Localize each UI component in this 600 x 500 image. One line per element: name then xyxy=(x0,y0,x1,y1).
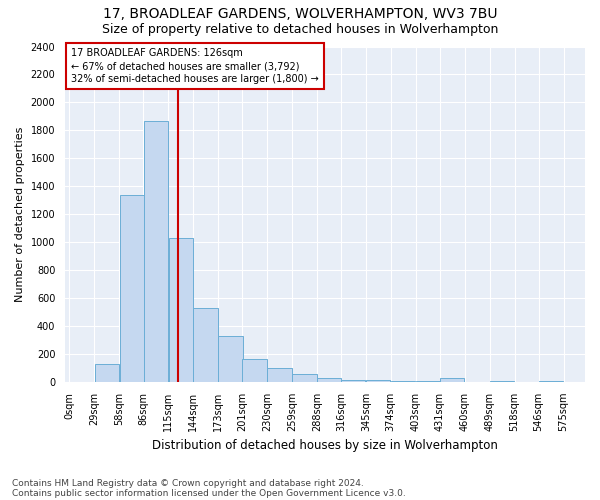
Bar xyxy=(119,194,144,382)
Bar xyxy=(490,381,514,382)
Bar xyxy=(143,120,168,382)
Bar xyxy=(539,381,563,382)
Bar xyxy=(95,364,119,382)
Text: Contains HM Land Registry data © Crown copyright and database right 2024.: Contains HM Land Registry data © Crown c… xyxy=(12,478,364,488)
Bar xyxy=(341,380,365,382)
Bar xyxy=(366,380,391,382)
Text: Contains public sector information licensed under the Open Government Licence v3: Contains public sector information licen… xyxy=(12,488,406,498)
Bar xyxy=(416,381,440,382)
Bar xyxy=(292,374,317,382)
Text: 17, BROADLEAF GARDENS, WOLVERHAMPTON, WV3 7BU: 17, BROADLEAF GARDENS, WOLVERHAMPTON, WV… xyxy=(103,8,497,22)
Bar xyxy=(193,308,218,382)
Bar xyxy=(242,359,266,382)
Bar xyxy=(317,378,341,382)
Bar xyxy=(268,368,292,382)
Bar xyxy=(218,336,242,382)
Bar xyxy=(440,378,464,382)
Bar xyxy=(391,381,415,382)
Bar xyxy=(169,238,193,382)
Y-axis label: Number of detached properties: Number of detached properties xyxy=(15,126,25,302)
X-axis label: Distribution of detached houses by size in Wolverhampton: Distribution of detached houses by size … xyxy=(152,440,498,452)
Text: 17 BROADLEAF GARDENS: 126sqm
← 67% of detached houses are smaller (3,792)
32% of: 17 BROADLEAF GARDENS: 126sqm ← 67% of de… xyxy=(71,48,319,84)
Text: Size of property relative to detached houses in Wolverhampton: Size of property relative to detached ho… xyxy=(102,22,498,36)
